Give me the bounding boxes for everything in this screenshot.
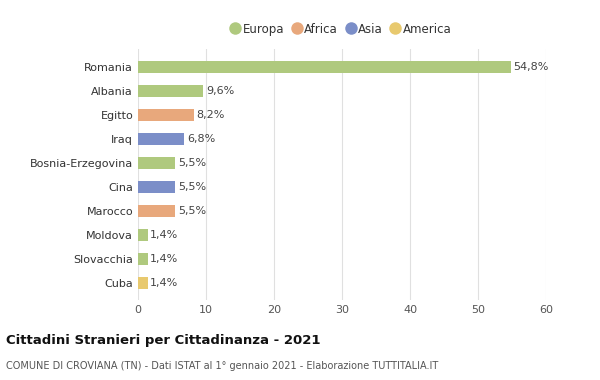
Text: 8,2%: 8,2% — [196, 110, 225, 120]
Text: 54,8%: 54,8% — [514, 62, 549, 72]
Text: 1,4%: 1,4% — [150, 254, 178, 264]
Bar — [138, 61, 511, 73]
Bar — [138, 109, 194, 121]
Bar — [138, 157, 175, 169]
Text: 9,6%: 9,6% — [206, 86, 234, 96]
Text: 5,5%: 5,5% — [178, 158, 206, 168]
Text: 6,8%: 6,8% — [187, 134, 215, 144]
Legend: Europa, Africa, Asia, America: Europa, Africa, Asia, America — [230, 20, 454, 38]
Bar — [138, 181, 175, 193]
Text: Cittadini Stranieri per Cittadinanza - 2021: Cittadini Stranieri per Cittadinanza - 2… — [6, 334, 320, 347]
Text: 1,4%: 1,4% — [150, 278, 178, 288]
Text: 5,5%: 5,5% — [178, 206, 206, 216]
Bar — [138, 277, 148, 289]
Text: 1,4%: 1,4% — [150, 230, 178, 240]
Bar — [138, 133, 184, 145]
Bar — [138, 253, 148, 265]
Text: 5,5%: 5,5% — [178, 182, 206, 192]
Bar — [138, 229, 148, 241]
Bar — [138, 85, 203, 97]
Text: COMUNE DI CROVIANA (TN) - Dati ISTAT al 1° gennaio 2021 - Elaborazione TUTTITALI: COMUNE DI CROVIANA (TN) - Dati ISTAT al … — [6, 361, 438, 370]
Bar — [138, 205, 175, 217]
